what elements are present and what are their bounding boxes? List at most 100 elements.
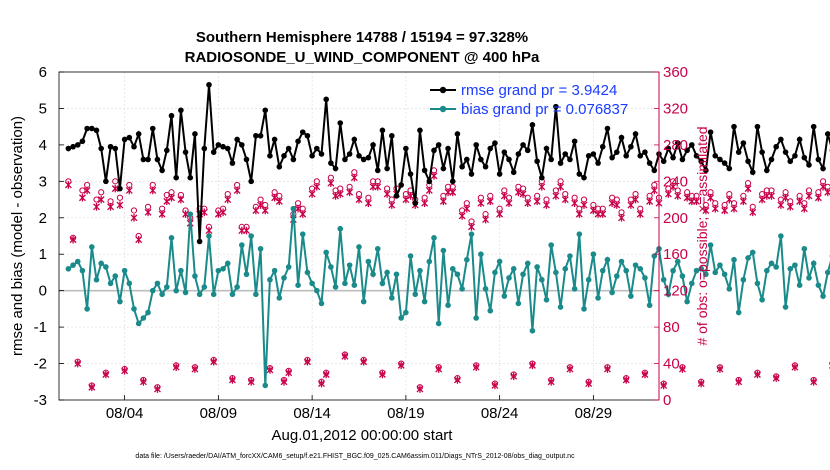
obs-assimilated-glyph — [257, 201, 265, 209]
obs-assimilated-glyph — [749, 208, 757, 217]
obs-assimilated-glyph — [543, 201, 550, 209]
bias-point — [304, 269, 311, 276]
rmse-point — [520, 142, 526, 148]
obs-assimilated-marker — [205, 226, 213, 235]
obs-assimilated-marker — [308, 190, 316, 198]
x-tick-label: 08/04 — [106, 405, 144, 422]
bias-point — [478, 251, 484, 258]
obs-assimilated-glyph — [172, 363, 180, 371]
obs-assimilated-marker — [421, 199, 429, 207]
bias-point — [464, 256, 470, 263]
bias-point — [782, 304, 789, 310]
obs-assimilated-glyph — [364, 199, 372, 207]
rmse-point — [459, 163, 465, 170]
rmse-point — [782, 149, 789, 155]
bias-point — [295, 282, 301, 289]
rmse-point — [637, 153, 644, 159]
obs-assimilated-marker — [589, 206, 597, 215]
obs-assimilated-marker — [168, 193, 175, 202]
y-tick-label: 2 — [39, 210, 47, 227]
bias-point — [604, 256, 611, 263]
obs-assimilated-glyph — [472, 363, 480, 371]
obs-assimilated-glyph — [468, 223, 475, 231]
rmse-point — [754, 123, 761, 130]
obs-assimilated-glyph — [336, 190, 344, 198]
bias-point — [707, 242, 714, 248]
obs-assimilated-glyph — [782, 193, 790, 202]
series-layer — [65, 81, 830, 389]
rmse-point — [599, 143, 606, 150]
bias-point — [717, 262, 723, 268]
rmse-point — [492, 140, 498, 146]
y-tick-label: 1 — [39, 246, 47, 263]
obs-assimilated-marker — [749, 208, 757, 217]
obs-assimilated-glyph — [247, 377, 255, 386]
obs-assimilated-glyph — [360, 357, 368, 366]
obs-assimilated-glyph — [416, 385, 424, 393]
obs-assimilated-glyph — [678, 365, 686, 373]
obs-assimilated-marker — [313, 183, 321, 191]
obs-assimilated-marker — [777, 201, 785, 209]
bias-point — [276, 295, 283, 301]
obs-assimilated-glyph — [730, 204, 738, 213]
obs-assimilated-marker — [93, 203, 100, 211]
obs-possible-marker — [112, 178, 119, 185]
rmse-point — [342, 156, 348, 163]
bias-point — [98, 260, 104, 267]
rmse-point — [543, 145, 550, 152]
obs-assimilated-glyph — [205, 226, 213, 235]
bias-point — [426, 258, 433, 265]
rmse-point — [276, 163, 283, 170]
obs-assimilated-glyph — [383, 190, 391, 198]
bias-point — [623, 267, 629, 274]
y-tick-label: 0 — [39, 283, 47, 300]
rmse-point — [407, 171, 414, 177]
rmse-point — [332, 165, 339, 172]
obs-assimilated-marker — [210, 357, 218, 366]
bias-point — [445, 302, 451, 309]
y-tick-label: 6 — [39, 64, 47, 81]
obs-assimilated-glyph — [374, 183, 382, 191]
rmse-point — [79, 138, 86, 145]
bias-point — [206, 233, 212, 239]
rmse-point — [707, 129, 714, 135]
bias-point — [745, 255, 751, 261]
rmse-point — [473, 142, 479, 148]
rmse-point — [806, 162, 812, 168]
rmse-point — [384, 165, 390, 172]
obs-assimilated-glyph — [308, 190, 316, 198]
obs-possible-marker — [79, 187, 86, 194]
obs-assimilated-glyph — [74, 359, 82, 368]
bias-point — [599, 267, 606, 274]
obs-assimilated-glyph — [439, 197, 447, 206]
rmse-point — [271, 136, 278, 143]
rmse-point — [721, 160, 728, 166]
obs-assimilated-marker — [496, 210, 504, 218]
rmse-point — [65, 145, 72, 152]
rmse-point — [749, 169, 756, 176]
obs-assimilated-glyph — [430, 172, 438, 180]
bias-point — [435, 320, 442, 327]
bias-point — [140, 315, 147, 321]
bias-point — [674, 258, 681, 265]
rmse-point — [318, 151, 325, 157]
bias-point — [271, 267, 278, 274]
rmse-point — [431, 147, 437, 154]
bias-point — [356, 244, 362, 250]
obs-assimilated-glyph — [777, 201, 785, 209]
rmse-point — [234, 136, 240, 143]
bias-point — [149, 287, 156, 294]
rmse-point — [660, 158, 667, 165]
rmse-point — [285, 145, 292, 152]
obs-assimilated-marker — [735, 377, 743, 386]
obs-assimilated-marker — [247, 377, 255, 386]
bias-point — [398, 315, 404, 321]
obs-assimilated-marker — [336, 190, 344, 198]
bias-point — [614, 273, 620, 279]
rmse-point — [253, 132, 259, 139]
obs-assimilated-glyph — [618, 213, 625, 222]
obs-assimilated-marker — [491, 381, 499, 390]
obs-assimilated-glyph — [69, 235, 77, 244]
obs-assimilated-marker — [463, 204, 471, 213]
rmse-point — [449, 178, 456, 185]
